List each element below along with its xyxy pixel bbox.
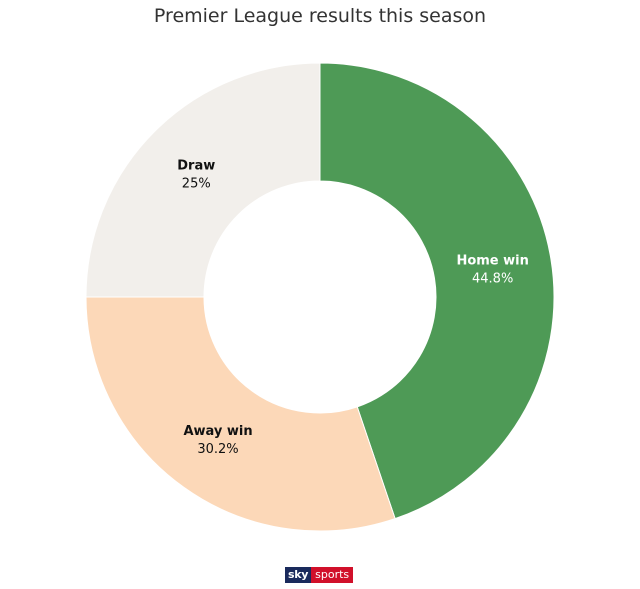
slice-label-away-win: Away win: [183, 424, 252, 439]
slice-home-win: [319, 62, 555, 520]
sky-sports-logo: sky sports: [285, 567, 354, 583]
slice-label-home-win: Home win: [456, 254, 528, 269]
logo-sky-text: sky: [285, 567, 312, 583]
slice-value-away-win: 30.2%: [197, 442, 238, 457]
logo-sports-text: sports: [311, 567, 354, 583]
slice-label-draw: Draw: [177, 158, 215, 173]
slice-draw: [85, 62, 321, 298]
slice-away-win: [85, 296, 396, 532]
chart-title: Premier League results this season: [153, 5, 487, 27]
slice-value-home-win: 44.8%: [472, 272, 513, 287]
slice-value-draw: 25%: [182, 176, 211, 191]
